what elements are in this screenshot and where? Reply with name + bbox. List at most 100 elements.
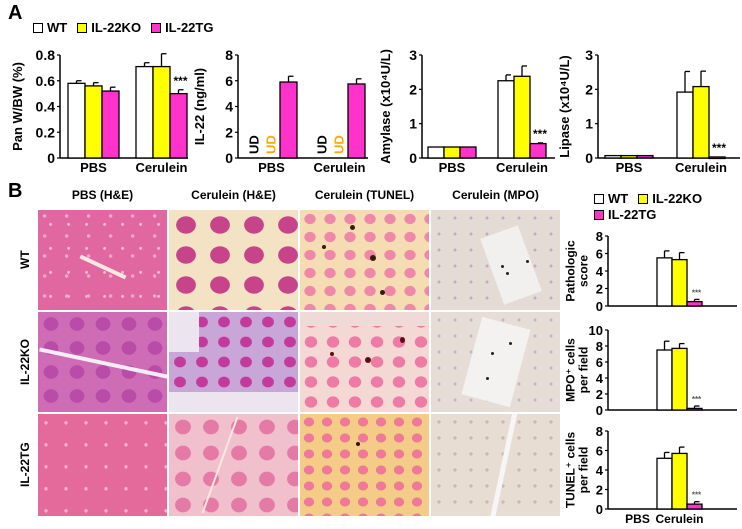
- micrograph-ko-cerulein-tunel: [300, 312, 429, 412]
- x-tick-label: PBS: [439, 160, 466, 175]
- y-tick-label: 2: [596, 387, 603, 402]
- y-axis-label: per field: [577, 447, 591, 494]
- bar: [636, 154, 654, 159]
- bar: [686, 300, 703, 307]
- y-axis-label: Pan W/BW (%): [10, 62, 25, 151]
- y-tick-label: 2: [225, 124, 233, 140]
- row-label-wt: WT: [18, 250, 32, 270]
- y-tick-label: 0: [596, 299, 603, 314]
- bar: [671, 347, 688, 411]
- legend-item-tg: IL-22TG: [151, 20, 213, 35]
- y-tick-label: 6: [225, 73, 233, 89]
- y-tick-label: 6: [596, 247, 603, 262]
- legend-label: IL-22TG: [608, 207, 657, 222]
- legend-item-wt: WT: [594, 191, 628, 206]
- legend-label: IL-22KO: [652, 191, 703, 206]
- significance-marker: ***: [692, 395, 702, 404]
- y-tick-label: 0: [585, 150, 593, 166]
- bar: [427, 146, 445, 159]
- significance-marker: ***: [692, 288, 702, 297]
- panel-a-letter: A: [8, 2, 23, 24]
- y-tick-label: 6: [596, 444, 603, 459]
- y-tick-label: 10: [589, 323, 603, 338]
- micrograph-tg-cerulein-tunel: [300, 414, 429, 516]
- bar: [84, 85, 103, 159]
- y-axis-label: Amylase (x10⁴U/L): [378, 49, 393, 164]
- panel-b-legend-row2: IL-22TG: [594, 207, 666, 222]
- bar: [459, 146, 477, 159]
- y-axis-label: TUNEL⁺ cells: [565, 432, 578, 509]
- panel-b-letter: B: [8, 180, 23, 202]
- legend-swatch-ko: [638, 193, 649, 204]
- y-tick-label: 4: [596, 264, 604, 279]
- legend-item-ko: IL-22KO: [77, 20, 141, 35]
- micrograph-wt-pbs-he: [38, 210, 167, 310]
- undetected-label: UD: [315, 135, 330, 154]
- bar: [671, 452, 688, 510]
- bar: [152, 65, 171, 159]
- micrograph-wt-cerulein-mpo: [431, 210, 560, 310]
- bar: [135, 65, 154, 159]
- bar: [686, 407, 703, 411]
- y-tick-label: 2: [585, 81, 593, 97]
- chart-pan-wbw: 0 0.2 0.4 0.6 0.8 Pan W/BW (%) PBS Cerulein ***: [10, 47, 188, 175]
- legend-item-wt: WT: [33, 20, 67, 35]
- bar: [604, 154, 622, 159]
- x-tick-label: PBS: [616, 160, 643, 175]
- micrograph-tg-pbs-he: [38, 414, 167, 516]
- column-title-cerulein-he: Cerulein (H&E): [191, 188, 276, 202]
- bar: [671, 258, 688, 307]
- bar: [656, 257, 673, 307]
- y-tick-label: 8: [596, 339, 603, 354]
- significance-marker: ***: [173, 74, 187, 88]
- bar: [620, 154, 638, 159]
- chart-amylase: 0 1 2 3 Amylase (x10⁴U/L) PBS Cerulein ***: [378, 47, 555, 175]
- bar: [101, 90, 120, 159]
- row-label-il22ko: IL-22KO: [18, 339, 32, 386]
- legend-swatch-tg: [594, 209, 604, 220]
- y-tick-label: 2: [409, 81, 417, 97]
- legend-label: WT: [608, 191, 629, 206]
- undetected-label: UD: [247, 135, 262, 154]
- y-tick-label: 0: [596, 502, 603, 517]
- legend-swatch-wt: [594, 193, 604, 204]
- x-tick-label: PBS: [258, 160, 285, 175]
- bar: [676, 91, 694, 159]
- bar: [497, 80, 515, 159]
- legend-label: WT: [47, 20, 68, 35]
- y-tick-label: 0.2: [36, 124, 56, 140]
- chart-lipase: 0 1 2 3 Lipase (x10⁴U/L) PBS Cerulein ***: [557, 47, 740, 175]
- y-tick-label: 2: [596, 483, 603, 498]
- y-tick-label: 0: [47, 150, 55, 166]
- y-tick-label: 3: [585, 47, 593, 63]
- y-axis-label: score: [577, 255, 591, 287]
- legend-swatch-ko: [77, 22, 88, 33]
- significance-marker: ***: [533, 127, 547, 141]
- bar: [708, 156, 726, 160]
- y-tick-label: 0: [409, 150, 417, 166]
- bar: [67, 82, 86, 159]
- bar: [692, 85, 710, 159]
- micrograph-tg-cerulein-mpo: [431, 414, 560, 516]
- y-axis-label: Lipase (x10⁴U/L): [557, 55, 572, 158]
- undetected-label: UD: [264, 135, 279, 154]
- legend-swatch-tg: [151, 22, 162, 33]
- y-tick-label: 0: [225, 150, 233, 166]
- significance-marker: ***: [712, 141, 726, 155]
- bar: [656, 349, 673, 411]
- y-axis-label: IL-22 (ng/ml): [192, 68, 207, 145]
- x-tick-label: Cerulein: [313, 160, 365, 175]
- legend-label: IL-22KO: [91, 20, 142, 35]
- y-axis-label: MPO⁺ cells: [565, 338, 578, 402]
- column-title-cerulein-tunel: Cerulein (TUNEL): [314, 188, 415, 202]
- bar: [529, 142, 547, 159]
- micrograph-wt-cerulein-he: [169, 210, 298, 310]
- y-tick-label: 0.6: [36, 73, 56, 89]
- y-tick-label: 4: [596, 371, 604, 386]
- y-tick-label: 1: [585, 116, 593, 132]
- y-tick-label: 2: [596, 282, 603, 297]
- x-tick-label: Cerulein: [655, 512, 703, 526]
